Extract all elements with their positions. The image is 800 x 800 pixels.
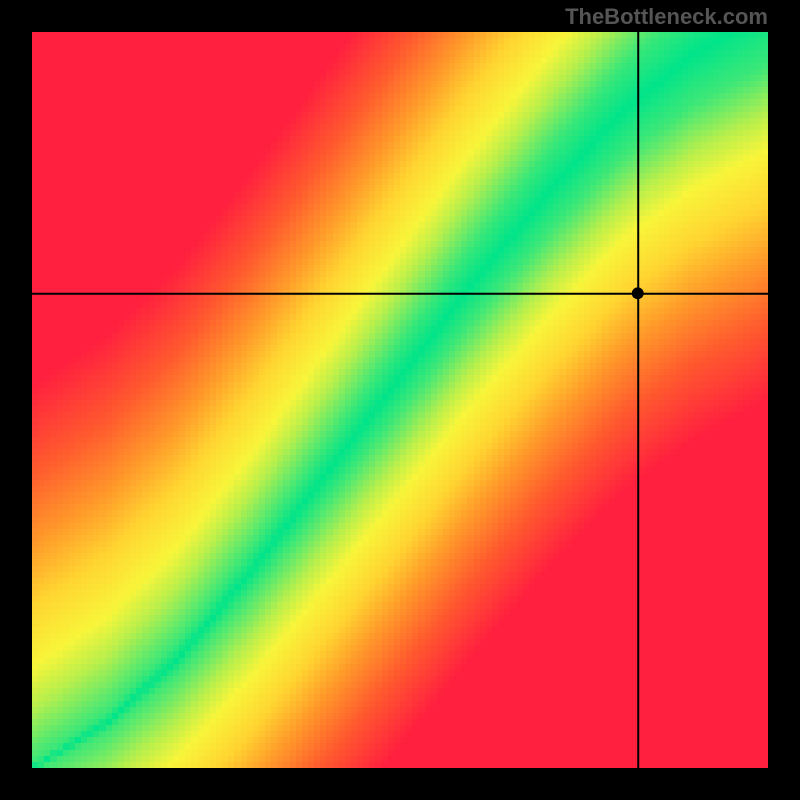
crosshair-overlay — [32, 32, 768, 768]
attribution-text: TheBottleneck.com — [565, 4, 768, 30]
figure-root: TheBottleneck.com — [0, 0, 800, 800]
